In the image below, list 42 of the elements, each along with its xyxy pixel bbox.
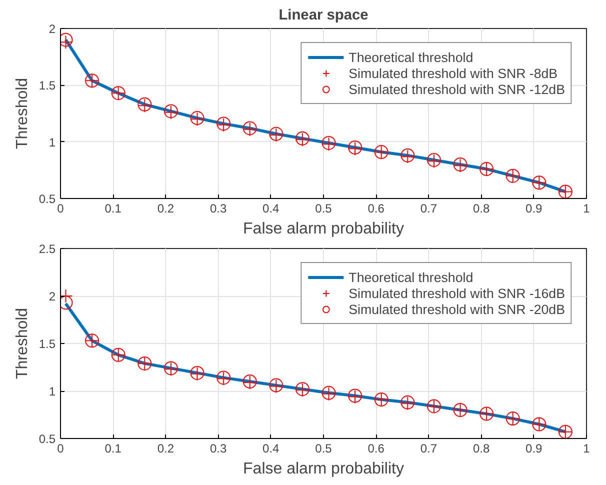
x-tick-label: 1	[583, 202, 590, 216]
y-tick-label: 2	[48, 22, 56, 36]
legend-label: Theoretical threshold	[348, 49, 474, 65]
y-tick-label: 0.5	[38, 192, 56, 206]
x-tick-label: 0.4	[262, 442, 280, 456]
x-tick-label: 0.8	[472, 442, 490, 456]
x-tick-label: 0.2	[157, 442, 174, 456]
x-tick-label: 0.9	[526, 202, 543, 216]
y-tick-label: 0.5	[38, 432, 56, 446]
x-tick-label: 0.4	[262, 202, 280, 216]
x-axis-title: False alarm probability	[243, 460, 404, 478]
x-tick-label: 0.2	[157, 202, 174, 216]
y-tick-label: 1	[48, 135, 56, 150]
x-tick-label: 1	[583, 442, 590, 456]
x-tick-label: 0	[57, 202, 64, 216]
chart-title: Linear space	[278, 8, 368, 24]
x-tick-label: 0.8	[472, 202, 490, 216]
y-tick-label: 1.5	[38, 78, 56, 93]
x-tick-label: 0.7	[420, 202, 438, 216]
y-tick-label: 1	[48, 384, 56, 398]
x-axis-title: False alarm probability	[243, 220, 404, 238]
y-tick-label: 2.5	[38, 242, 56, 256]
legend-label: Simulated threshold with SNR -12dB	[348, 81, 565, 97]
legend-label: Simulated threshold with SNR -16dB	[348, 285, 565, 301]
y-axis-title: Threshold	[14, 308, 31, 380]
x-tick-label: 0.6	[368, 442, 385, 456]
y-tick-label: 1.5	[38, 337, 56, 351]
legend-label: Simulated threshold with SNR -8dB	[348, 65, 558, 81]
x-tick-label: 0.1	[104, 202, 122, 216]
y-tick-label: 2	[48, 290, 56, 304]
x-tick-label: 0	[57, 442, 64, 456]
y-axis-title: Threshold	[14, 78, 31, 150]
x-tick-label: 0.3	[210, 202, 227, 216]
x-tick-label: 0.1	[104, 442, 122, 456]
x-tick-label: 0.5	[315, 202, 332, 216]
x-tick-label: 0.3	[210, 442, 227, 456]
legend-label: Theoretical threshold	[348, 269, 474, 285]
x-tick-label: 0.5	[315, 442, 332, 456]
legend-label: Simulated threshold with SNR -20dB	[348, 301, 565, 317]
x-tick-label: 0.9	[526, 442, 543, 456]
x-tick-label: 0.6	[368, 202, 385, 216]
x-tick-label: 0.7	[420, 442, 438, 456]
